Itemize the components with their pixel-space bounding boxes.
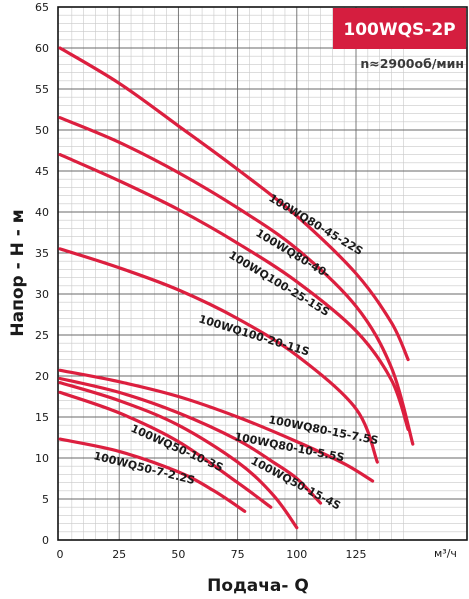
x-axis-ticks: 0 25 50 75 100 125 bbox=[57, 548, 367, 561]
x-tick-label: 75 bbox=[231, 548, 245, 561]
plot-background bbox=[58, 7, 467, 540]
x-unit-label: м³/ч bbox=[434, 547, 457, 560]
y-tick-label: 55 bbox=[35, 83, 49, 96]
y-tick-label: 50 bbox=[35, 124, 49, 137]
curve-layer bbox=[58, 46, 415, 530]
x-tick-label: 125 bbox=[346, 548, 367, 561]
y-tick-label: 60 bbox=[35, 42, 49, 55]
chart-subtitle: n≈2900об/мин bbox=[360, 56, 464, 71]
y-tick-label: 20 bbox=[35, 370, 49, 383]
y-tick-label: 35 bbox=[35, 247, 49, 260]
curve-100WQ100-20-11S bbox=[58, 247, 379, 464]
y-tick-label: 45 bbox=[35, 165, 49, 178]
y-tick-label: 0 bbox=[42, 534, 49, 547]
y-tick-label: 10 bbox=[35, 452, 49, 465]
x-tick-label: 0 bbox=[57, 548, 64, 561]
curve-100WQ50-7-2.2S bbox=[58, 437, 247, 513]
y-tick-label: 25 bbox=[35, 329, 49, 342]
title-badge bbox=[333, 8, 466, 49]
y-tick-label: 40 bbox=[35, 206, 49, 219]
x-tick-label: 25 bbox=[112, 548, 126, 561]
y-axis-ticks: 0 5 10 15 20 25 30 35 40 45 50 55 60 65 bbox=[35, 1, 49, 547]
plot-frame bbox=[57, 6, 468, 541]
curve-100WQ80-45-22S bbox=[58, 46, 410, 362]
curve-100WQ80-40- bbox=[58, 116, 415, 446]
chart-title: 100WQS-2P bbox=[343, 20, 455, 40]
x-axis-title: Подача- Q bbox=[207, 576, 309, 596]
y-axis-title: Напор - H - м bbox=[8, 209, 28, 336]
y-tick-label: 30 bbox=[35, 288, 49, 301]
x-tick-label: 100 bbox=[286, 548, 307, 561]
curve-100WQ50-15-4S bbox=[58, 381, 299, 530]
y-tick-label: 5 bbox=[42, 493, 49, 506]
x-tick-label: 50 bbox=[171, 548, 185, 561]
curve-100WQ50-10-3S bbox=[58, 390, 273, 509]
y-tick-label: 65 bbox=[35, 1, 49, 14]
curve-100WQ80-15-7.5S bbox=[58, 368, 375, 483]
curve-100WQ100-25-15S bbox=[58, 153, 410, 431]
curve-100WQ80-10-5.5S bbox=[58, 376, 323, 505]
grid-lines bbox=[58, 7, 467, 540]
y-tick-label: 15 bbox=[35, 411, 49, 424]
